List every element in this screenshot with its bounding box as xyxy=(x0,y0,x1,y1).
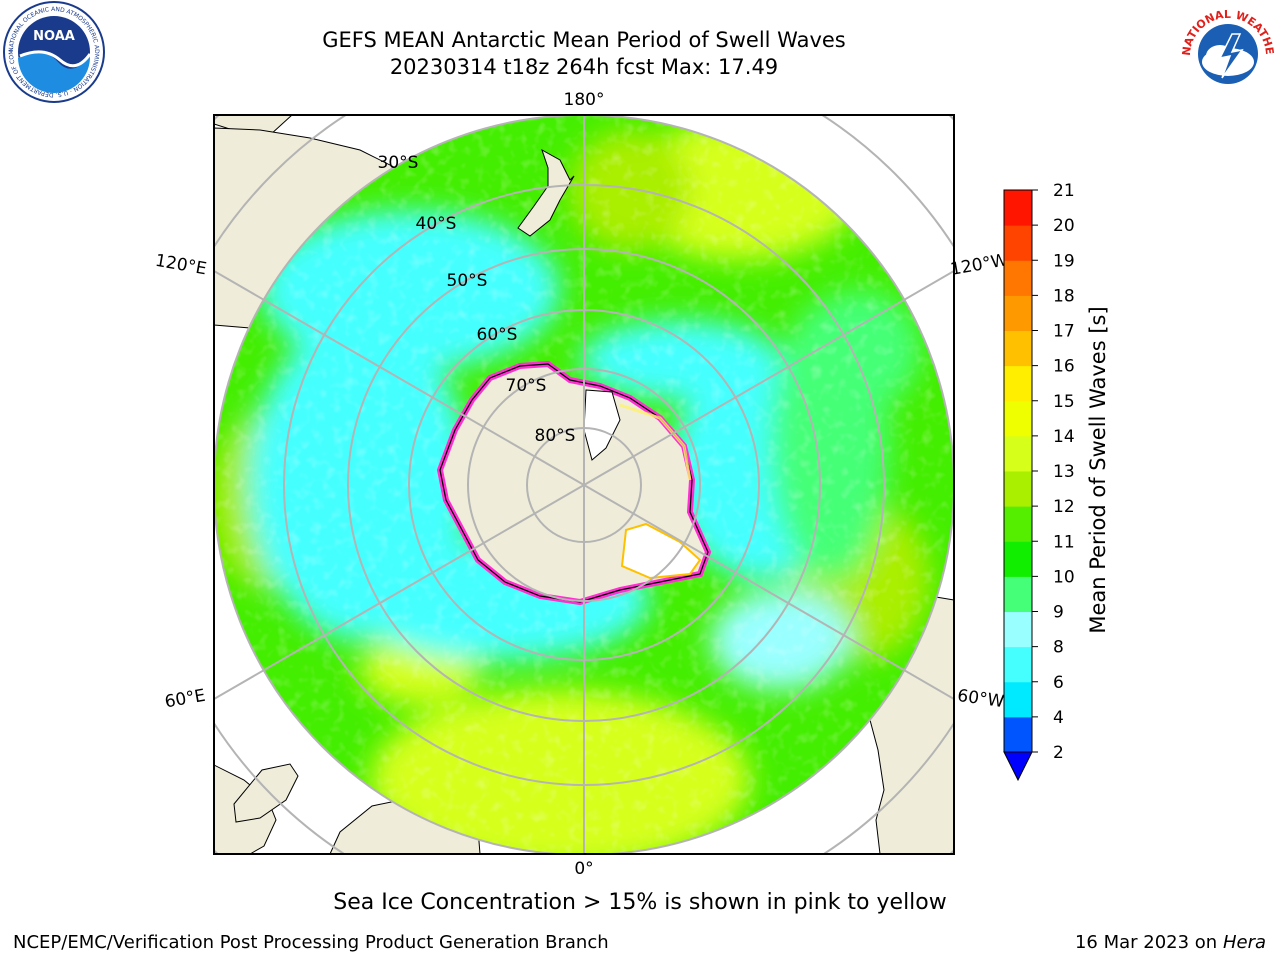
graticule xyxy=(214,115,954,854)
colorbar-segment xyxy=(1004,225,1032,261)
lat-label-80s: 80°S xyxy=(535,426,576,446)
lon-label-60w: 60°W xyxy=(956,686,1005,712)
colorbar-tick-label: 19 xyxy=(1053,251,1075,271)
colorbar-tick-label: 14 xyxy=(1053,427,1075,447)
colorbar-segment xyxy=(1004,576,1032,612)
colorbar-tick-label: 15 xyxy=(1053,392,1075,412)
colorbar-segment xyxy=(1004,541,1032,577)
colorbar-tick-label: 2 xyxy=(1053,743,1064,763)
colorbar-tick-label: 8 xyxy=(1053,638,1064,658)
colorbar-tick-label: 6 xyxy=(1053,673,1064,693)
colorbar-tick-label: 12 xyxy=(1053,497,1075,517)
lat-label-40s: 40°S xyxy=(416,214,457,234)
colorbar-segment xyxy=(1004,330,1032,367)
colorbar-tick-label: 9 xyxy=(1053,603,1064,623)
colorbar-tick-label: 13 xyxy=(1053,462,1075,482)
colorbar-tick-label: 4 xyxy=(1053,708,1064,728)
date-stamp: 16 Mar 2023 on Hera xyxy=(1075,932,1266,953)
colorbar-segment xyxy=(1004,681,1032,718)
island-new-zealand xyxy=(517,148,575,237)
colorbar-tick-label: 11 xyxy=(1053,532,1075,552)
colorbar-segment xyxy=(1004,190,1032,226)
colorbar-segment xyxy=(1004,435,1032,472)
lon-label-60e: 60°E xyxy=(163,686,207,713)
colorbar-tick-label: 16 xyxy=(1053,357,1075,377)
lon-label-120e: 120°E xyxy=(154,251,208,280)
colorbar-segment xyxy=(1004,506,1032,542)
colorbar-tick-label: 10 xyxy=(1053,567,1075,587)
continent-antarctica xyxy=(436,360,712,606)
lat-label-70s: 70°S xyxy=(506,376,547,396)
lon-label-0: 0° xyxy=(574,859,593,879)
nws-logo-icon: NATIONAL WEATHER SERVICE xyxy=(1176,0,1276,100)
noaa-logo-text: NOAA xyxy=(33,29,75,44)
chart-title: GEFS MEAN Antarctic Mean Period of Swell… xyxy=(322,28,846,52)
lon-label-180: 180° xyxy=(564,90,605,110)
colorbar-tick-label: 17 xyxy=(1053,322,1075,342)
sea-ice-note: Sea Ice Concentration > 15% is shown in … xyxy=(333,890,947,915)
machine-name: Hera xyxy=(1222,932,1266,953)
chart-subtitle: 20230314 t18z 264h fcst Max: 17.49 xyxy=(389,55,779,79)
colorbar-segment xyxy=(1004,611,1032,648)
colorbar-segment xyxy=(1004,400,1032,437)
map-frame xyxy=(213,114,955,855)
colorbar-segment xyxy=(1004,471,1032,507)
noaa-logo-icon: NATIONAL OCEANIC AND ATMOSPHERIC ADMINIS… xyxy=(0,0,105,103)
lat-label-30s: 30°S xyxy=(378,153,419,173)
colorbar-segment xyxy=(1004,716,1032,753)
colorbar-tick-label: 21 xyxy=(1053,181,1075,201)
credit-line: NCEP/EMC/Verification Post Processing Pr… xyxy=(13,932,609,953)
colorbar-segment xyxy=(1004,295,1032,331)
colorbar-segment xyxy=(1004,646,1032,683)
colorbar-segment xyxy=(1004,365,1032,402)
colorbar-extend-arrow xyxy=(1003,751,1033,782)
colorbar-label: Mean Period of Swell Waves [s] xyxy=(1086,306,1110,633)
colorbar-tick-label: 18 xyxy=(1053,286,1075,306)
lat-label-60s: 60°S xyxy=(477,325,518,345)
weddell-ice-shelf xyxy=(620,522,702,580)
lat-label-50s: 50°S xyxy=(447,271,488,291)
colorbar-tick-label: 20 xyxy=(1053,216,1075,236)
date-text: 16 Mar 2023 on xyxy=(1074,932,1218,953)
colorbar-segment xyxy=(1004,260,1032,296)
colorbar: 2 4 6 8 9 10 11 12 13 14 15 16 17 18 19 20 21 xyxy=(1003,181,1075,782)
lon-label-120w: 120°W xyxy=(949,250,1010,280)
